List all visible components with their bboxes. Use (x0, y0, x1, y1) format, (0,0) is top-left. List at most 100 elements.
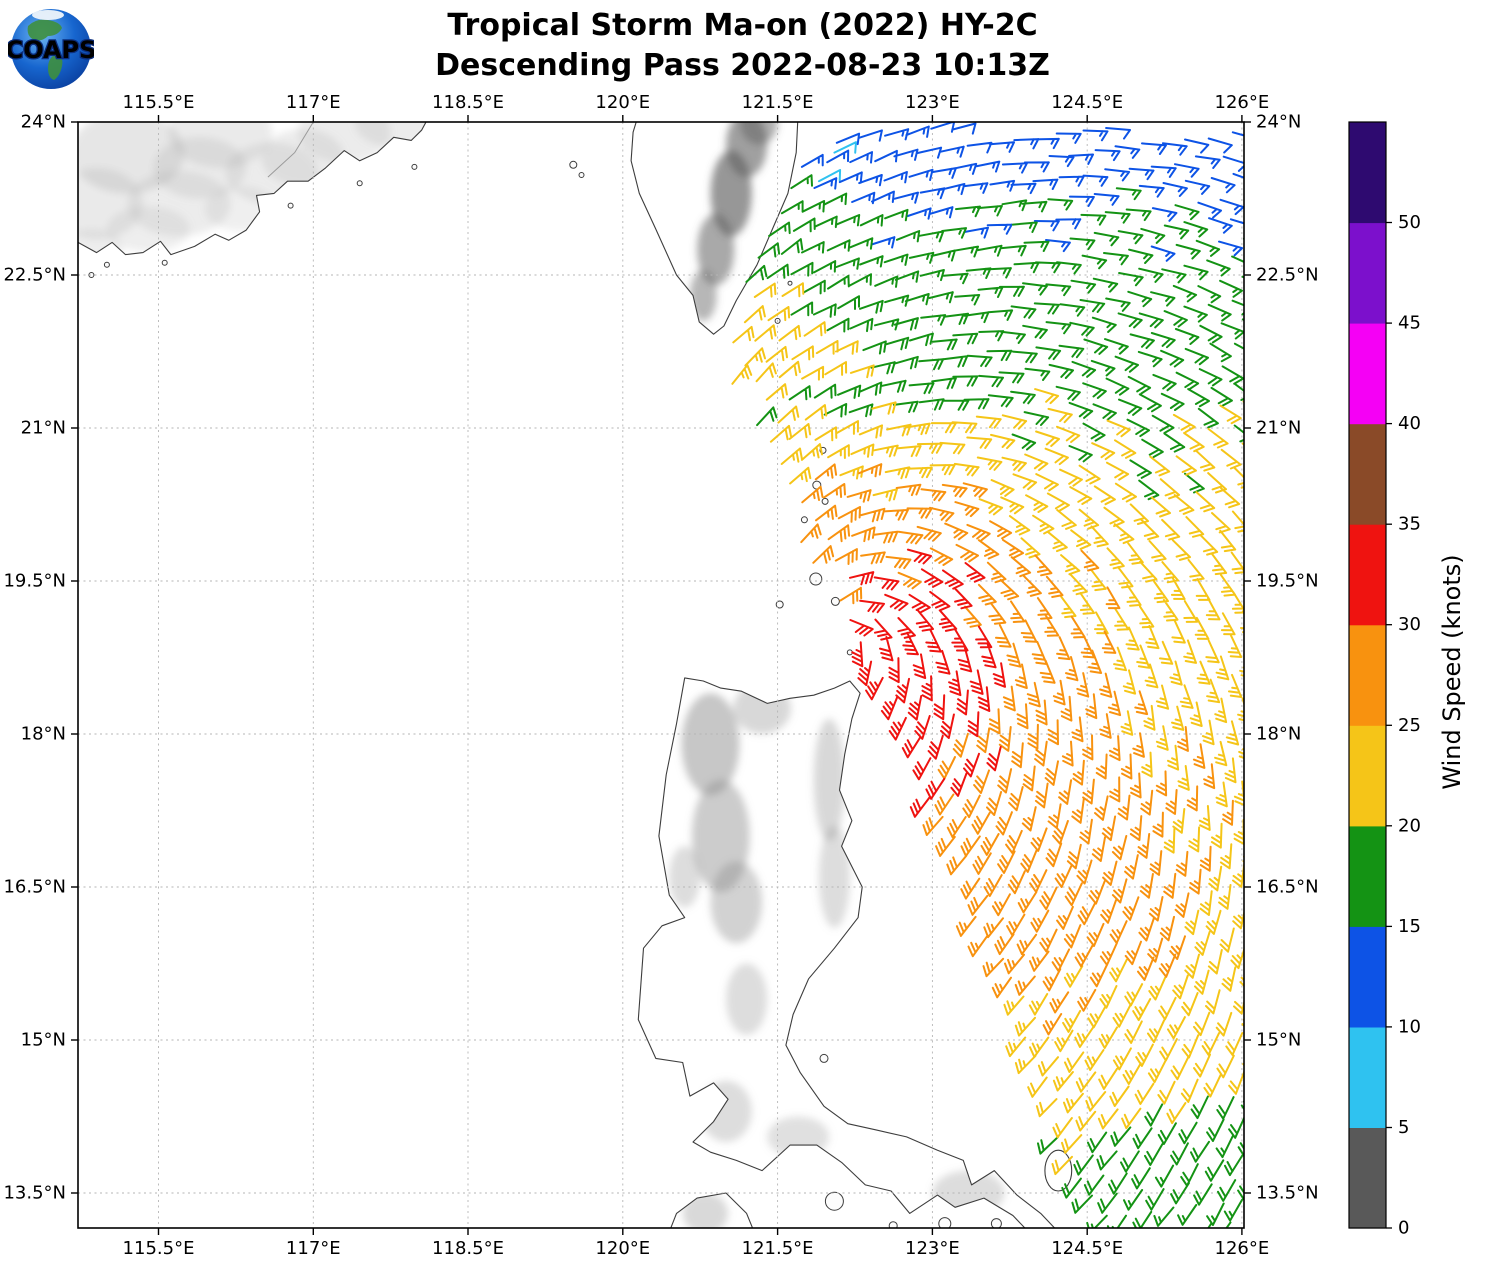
lat-tick-label-left: 22.5°N (3, 265, 66, 286)
lat-tick-label-right: 19.5°N (1256, 571, 1319, 592)
wind-barbs-5-10kt (817, 141, 857, 183)
colorbar-segment-10-15 (1349, 926, 1386, 1028)
colorbar-tick-label: 15 (1398, 916, 1421, 937)
map-area (78, 122, 1244, 1228)
terrain-taiwan (689, 122, 778, 321)
colorbar-segment-20-25 (1349, 725, 1386, 827)
island (161, 259, 168, 266)
lon-tick-label-top: 115.5°E (123, 92, 195, 113)
coastline-luzon (637, 677, 1056, 1228)
lat-tick-label-left: 13.5°N (3, 1183, 66, 1204)
island (787, 280, 793, 286)
logo-icecap (32, 10, 64, 20)
lon-tick-label-top: 118.5°E (432, 92, 504, 113)
colorbar-tick-label: 40 (1398, 413, 1421, 434)
colorbar-tick-label: 25 (1398, 715, 1421, 736)
wind-barbs-30-35kt (849, 548, 1006, 818)
map-frame (77, 121, 1245, 1229)
colorbar-segment-5-10 (1349, 1026, 1386, 1128)
lat-tick-label-left: 21°N (21, 418, 66, 439)
island (411, 163, 418, 170)
island (830, 596, 840, 606)
lon-tick-label-bottom: 126°E (1215, 1238, 1270, 1259)
coastline-mindoro (670, 1192, 754, 1228)
wind-barbs-15-20kt (745, 174, 1244, 1228)
lat-tick-label-left: 15°N (21, 1030, 66, 1051)
coaps-logo: COAPS (8, 9, 94, 89)
colorbar-segment-30-35 (1349, 524, 1386, 626)
wind-barbs (731, 122, 1244, 1228)
island (578, 172, 585, 178)
lon-tick-label-bottom: 117°E (286, 1238, 341, 1259)
island (287, 202, 294, 209)
logo-text: COAPS (8, 36, 94, 64)
colorbar-segment-45-50 (1349, 222, 1386, 324)
colorbar-segment-25-30 (1349, 624, 1386, 726)
lat-tick-label-left: 18°N (21, 724, 66, 745)
island (824, 1191, 844, 1211)
plot-subtitle: Descending Pass 2022-08-23 10:13Z (435, 48, 1050, 83)
colorbar: 0 5 10 15 20 25 30 35 40 45 50 (1348, 121, 1421, 1239)
graticule (78, 122, 1244, 1228)
lon-tick-label-bottom: 121.5°E (742, 1238, 814, 1259)
colorbar-tick-label: 5 (1398, 1117, 1409, 1138)
colorbar-tick-label: 0 (1398, 1218, 1409, 1239)
lat-tick-label-right: 21°N (1256, 418, 1301, 439)
lat-tick-label-left: 24°N (21, 112, 66, 133)
terrain-mindoro (682, 1193, 729, 1228)
island (938, 1217, 952, 1228)
colorbar-segment-40-45 (1349, 323, 1386, 425)
colorbar-tick-label: 45 (1398, 313, 1421, 334)
lat-tick-label-left: 16.5°N (3, 877, 66, 898)
logo-continent-north (27, 19, 63, 41)
logo-continent-south (48, 54, 63, 80)
lon-tick-label-top: 121.5°E (742, 92, 814, 113)
colorbar-tick-label: 50 (1398, 212, 1421, 233)
wind-barbs-10-15kt (800, 122, 1244, 262)
lon-tick-label-top: 126°E (1215, 92, 1270, 113)
wind-barbs-25-30kt (800, 463, 1234, 1036)
lon-tick-label-bottom: 124.5°E (1051, 1238, 1123, 1259)
lon-tick-label-bottom: 123°E (905, 1238, 960, 1259)
colorbar-tick-label: 35 (1398, 514, 1421, 535)
admin-border (267, 122, 314, 178)
lat-tick-label-right: 15°N (1256, 1030, 1301, 1051)
colorbar-tick-label: 10 (1398, 1016, 1421, 1037)
colorbar-segment-0-5 (1349, 1127, 1386, 1229)
island (800, 516, 808, 524)
axis-labels: 115.5°E 115.5°E 117°E 117°E 118.5°E 118.5°E 12… (3, 92, 1318, 1259)
lon-tick-label-top: 117°E (286, 92, 341, 113)
island (809, 572, 823, 586)
island (821, 497, 829, 505)
island (990, 1218, 1002, 1228)
colorbar-tick-label: 20 (1398, 815, 1421, 836)
island (819, 1053, 829, 1063)
colorbar-segment-50-55 (1349, 122, 1386, 224)
lon-tick-label-top: 120°E (595, 92, 650, 113)
island (88, 272, 95, 278)
lat-tick-label-right: 16.5°N (1256, 877, 1319, 898)
island (888, 1221, 898, 1228)
colorbar-segment-15-20 (1349, 825, 1386, 927)
coastline-taiwan (630, 122, 799, 335)
island (356, 180, 363, 187)
island (569, 160, 578, 169)
plot-title: Tropical Storm Ma-on (2022) HY-2C (447, 8, 1038, 43)
lat-tick-label-right: 22.5°N (1256, 265, 1319, 286)
lat-tick-label-left: 19.5°N (3, 571, 66, 592)
coastline-china (78, 122, 427, 256)
lon-tick-label-bottom: 115.5°E (123, 1238, 195, 1259)
lon-tick-label-bottom: 118.5°E (432, 1238, 504, 1259)
colorbar-frame (1348, 121, 1387, 1229)
lat-tick-label-right: 13.5°N (1256, 1183, 1319, 1204)
lon-tick-label-top: 123°E (905, 92, 960, 113)
lon-tick-label-bottom: 120°E (595, 1238, 650, 1259)
lat-tick-label-right: 24°N (1256, 112, 1301, 133)
wind-barbs-20-25kt (731, 282, 1244, 1176)
lat-tick-label-right: 18°N (1256, 724, 1301, 745)
lon-tick-label-top: 124.5°E (1051, 92, 1123, 113)
colorbar-segment-35-40 (1349, 423, 1386, 525)
island (103, 261, 110, 268)
